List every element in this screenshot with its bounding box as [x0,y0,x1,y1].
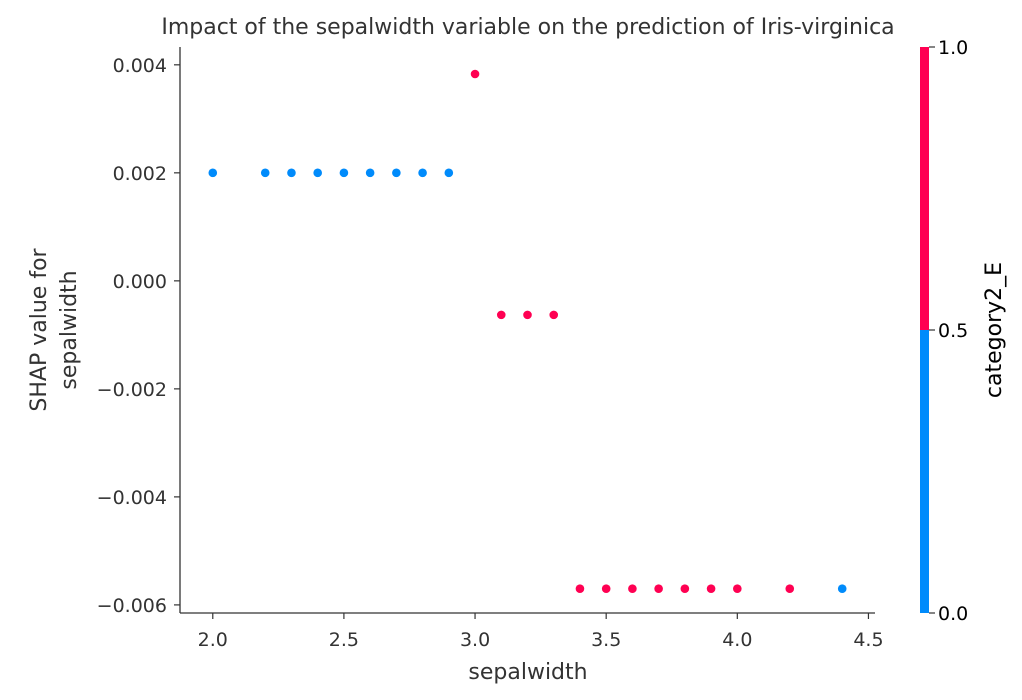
x-tick-label: 3.0 [460,629,490,651]
data-point [496,310,506,320]
data-point [549,310,559,320]
colorbar: 0.0 0.5 1.0 category2_E [920,37,1007,625]
x-tick-label: 4.5 [853,629,883,651]
data-point [706,584,716,593]
colorbar-ticks: 0.0 0.5 1.0 [929,37,968,625]
x-ticks: 2.0 2.5 3.0 3.5 4.0 4.5 [198,613,884,651]
data-point [470,69,480,79]
y-tick-label: −0.004 [97,487,167,509]
data-point [523,310,532,320]
data-point [339,168,349,178]
data-point [287,168,296,178]
data-point [313,168,322,178]
data-point [418,168,427,178]
data-point [733,584,742,593]
data-point [601,584,611,593]
colorbar-label: category2_E [982,262,1007,398]
data-point [837,584,847,593]
data-point [575,584,585,593]
x-tick-label: 4.0 [722,629,752,651]
data-point [208,168,218,178]
y-tick-label: 0.004 [113,55,167,77]
data-points [208,69,847,593]
data-point [628,584,637,593]
colorbar-gradient [920,47,929,613]
chart-title: Impact of the sepalwidth variable on the… [161,15,894,40]
y-axis-label: SHAP value for sepalwidth [27,247,82,411]
x-tick-label: 2.5 [329,629,359,651]
x-axis-label: sepalwidth [468,660,587,685]
data-point [680,584,690,593]
plot-axes [179,47,875,614]
data-point [365,168,375,178]
colorbar-tick-label: 0.5 [938,320,968,342]
data-point [654,584,663,593]
data-point [444,168,454,178]
data-point [260,168,270,178]
y-tick-label: −0.006 [97,595,167,617]
x-tick-label: 3.5 [591,629,621,651]
y-tick-label: 0.002 [113,163,167,185]
y-tick-label: 0.000 [113,271,167,293]
y-ticks: 0.004 0.002 0.000 −0.002 −0.004 −0.006 [97,55,180,617]
colorbar-tick-label: 1.0 [938,37,968,59]
colorbar-tick-label: 0.0 [938,603,968,625]
data-point [392,168,401,178]
x-tick-label: 2.0 [198,629,228,651]
data-point [785,584,795,593]
y-tick-label: −0.002 [97,379,167,401]
